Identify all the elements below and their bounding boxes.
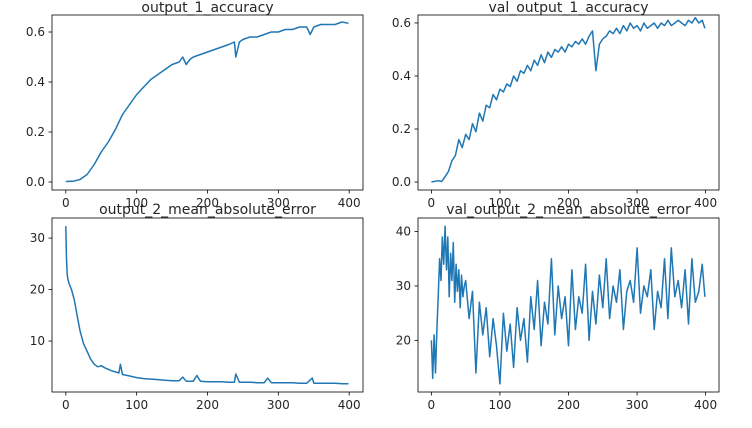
x-tick-label: 300 (267, 196, 290, 210)
y-axis: 10 20 30 (30, 231, 52, 348)
x-tick-label: 100 (125, 196, 148, 210)
y-tick-label: 0.4 (392, 69, 411, 83)
axes-frame (417, 217, 720, 393)
y-tick-label: 0.6 (26, 25, 45, 39)
panel-title: output_1_accuracy (141, 0, 273, 16)
y-tick-label: 20 (30, 283, 45, 297)
x-tick-label: 0 (62, 196, 70, 210)
x-tick-label: 0 (428, 196, 436, 210)
x-tick-label: 100 (488, 398, 511, 412)
y-tick-label: 30 (396, 279, 411, 293)
x-axis: 0 100 200 300 400 (62, 190, 361, 210)
x-axis: 0 100 200 300 400 (62, 392, 361, 412)
y-tick-label: 0.0 (26, 175, 45, 189)
axes-frame (51, 217, 364, 393)
x-axis: 0 100 200 300 400 (428, 392, 717, 412)
x-tick-label: 0 (62, 398, 70, 412)
x-tick-label: 400 (694, 398, 717, 412)
series-line (431, 16, 706, 183)
y-axis: 20 30 40 (396, 225, 418, 347)
x-tick-label: 200 (196, 196, 219, 210)
panel-title: output_2_mean_absolute_error (99, 202, 316, 218)
panel-output-2-mean-absolute-error: output_2_mean_absolute_error 0 100 200 300 4… (30, 202, 364, 412)
y-axis: 0.0 0.2 0.4 0.6 (26, 25, 52, 189)
y-tick-label: 40 (396, 225, 411, 239)
x-tick-label: 200 (557, 196, 580, 210)
x-tick-label: 0 (428, 398, 436, 412)
y-tick-label: 10 (30, 334, 45, 348)
x-tick-label: 200 (196, 398, 219, 412)
x-tick-label: 100 (488, 196, 511, 210)
y-tick-label: 20 (396, 333, 411, 347)
y-axis: 0.0 0.2 0.4 0.6 (392, 16, 418, 189)
panel-title: val_output_2_mean_absolute_error (446, 202, 691, 218)
y-tick-label: 0.2 (26, 125, 45, 139)
x-tick-label: 400 (694, 196, 717, 210)
y-tick-label: 0.2 (392, 122, 411, 136)
y-tick-label: 0.4 (26, 75, 45, 89)
series-line (65, 21, 349, 183)
panel-title: val_output_1_accuracy (488, 0, 648, 16)
series-line (430, 225, 706, 385)
x-tick-label: 300 (267, 398, 290, 412)
series-line (65, 226, 349, 385)
panel-output-1-accuracy: output_1_accuracy 0 100 200 300 400 0.00.20.… (26, 0, 364, 210)
x-tick-label: 100 (125, 398, 148, 412)
axes-frame (51, 14, 364, 191)
x-tick-label: 400 (338, 398, 361, 412)
panel-val-output-1-accuracy: val_output_1_accuracy 0 100 200 300 400 0.00… (392, 0, 720, 210)
panel-val-output-2-mean-absolute-error: val_output_2_mean_absolute_error 0 100 200… (396, 202, 720, 412)
x-tick-label: 300 (626, 196, 649, 210)
y-tick-label: 0.0 (392, 175, 411, 189)
x-tick-label: 300 (626, 398, 649, 412)
x-tick-label: 400 (338, 196, 361, 210)
y-tick-label: 30 (30, 231, 45, 245)
x-tick-label: 200 (557, 398, 580, 412)
x-axis: 0 100 200 300 400 (428, 190, 717, 210)
y-tick-label: 0.6 (392, 16, 411, 30)
axes-frame (417, 14, 720, 191)
